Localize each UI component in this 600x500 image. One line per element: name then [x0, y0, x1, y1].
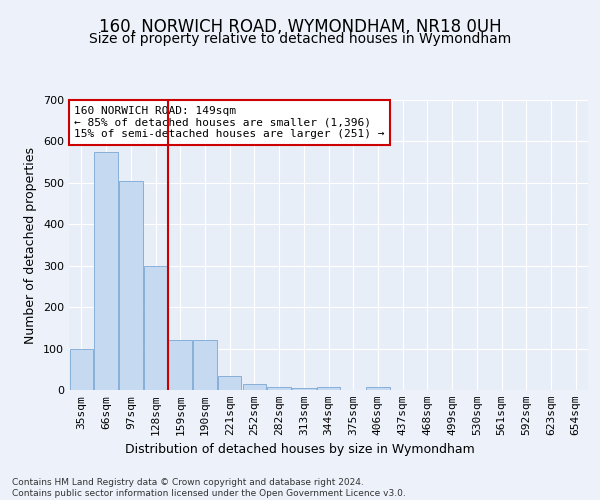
- Text: Contains HM Land Registry data © Crown copyright and database right 2024.
Contai: Contains HM Land Registry data © Crown c…: [12, 478, 406, 498]
- Text: 160 NORWICH ROAD: 149sqm
← 85% of detached houses are smaller (1,396)
15% of sem: 160 NORWICH ROAD: 149sqm ← 85% of detach…: [74, 106, 385, 139]
- Bar: [144, 266, 167, 390]
- Bar: [268, 386, 291, 390]
- Bar: [119, 181, 143, 390]
- Bar: [193, 340, 217, 390]
- Bar: [70, 348, 93, 390]
- Bar: [242, 384, 266, 390]
- Text: Distribution of detached houses by size in Wymondham: Distribution of detached houses by size …: [125, 442, 475, 456]
- Bar: [317, 386, 340, 390]
- Y-axis label: Number of detached properties: Number of detached properties: [25, 146, 37, 344]
- Bar: [366, 386, 389, 390]
- Bar: [169, 340, 192, 390]
- Text: Size of property relative to detached houses in Wymondham: Size of property relative to detached ho…: [89, 32, 511, 46]
- Text: 160, NORWICH ROAD, WYMONDHAM, NR18 0UH: 160, NORWICH ROAD, WYMONDHAM, NR18 0UH: [98, 18, 502, 36]
- Bar: [292, 388, 316, 390]
- Bar: [218, 376, 241, 390]
- Bar: [94, 152, 118, 390]
